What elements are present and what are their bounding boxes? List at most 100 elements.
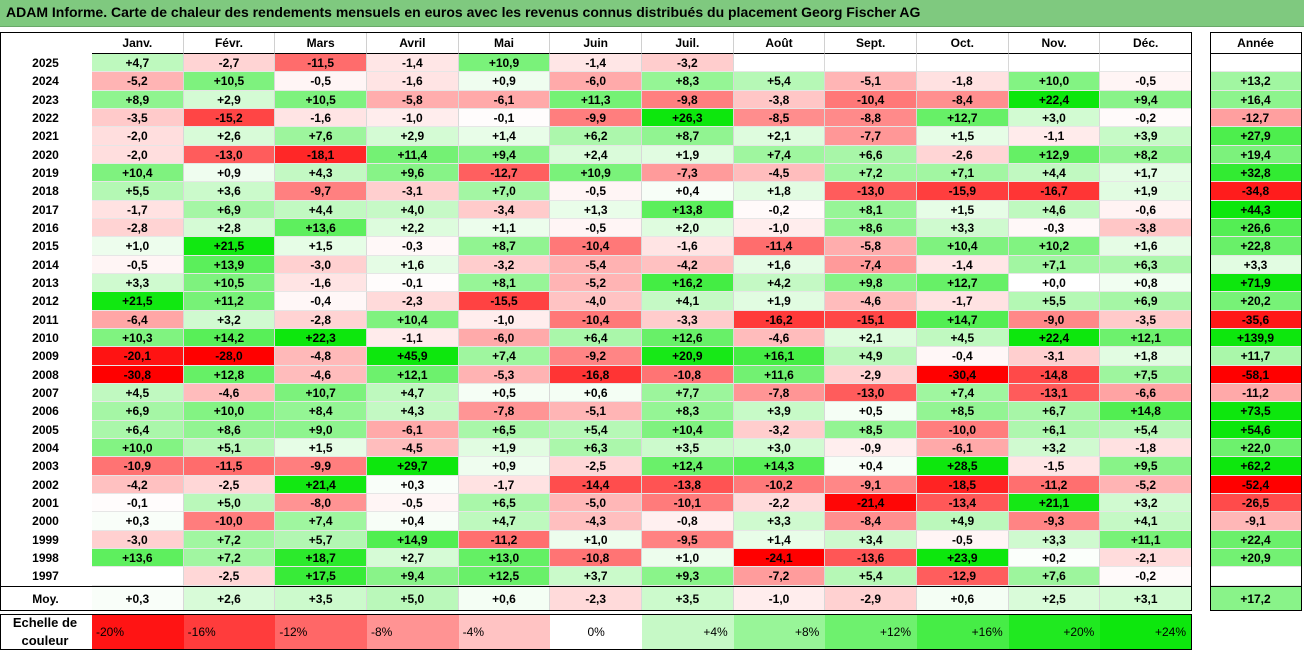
heatmap-cell: +6,9 xyxy=(1100,292,1193,311)
annual-cell: -9,1 xyxy=(1210,512,1302,531)
heatmap-cell: -3,1 xyxy=(1008,347,1101,366)
heatmap-cell: -0,6 xyxy=(1100,200,1193,219)
heatmap-cell: -11,2 xyxy=(1008,475,1101,494)
row-year-label: 2022 xyxy=(0,108,91,128)
heatmap-cell: +4,3 xyxy=(275,163,367,183)
annual-column-header: Année xyxy=(1210,32,1302,54)
heatmap-cell: -30,4 xyxy=(917,365,1009,384)
heatmap-cell: +1,7 xyxy=(1100,163,1193,183)
heatmap-cell: +4,6 xyxy=(1008,200,1101,219)
heatmap-cell: -4,8 xyxy=(275,347,367,366)
heatmap-cell: -2,0 xyxy=(92,127,184,146)
heatmap-cell: -4,2 xyxy=(642,255,734,274)
annual-cell: -35,6 xyxy=(1210,310,1302,329)
heatmap-cell: -9,8 xyxy=(642,90,734,109)
heatmap-cell: +14,9 xyxy=(367,530,459,549)
heatmap-cell: -1,0 xyxy=(367,108,459,128)
heatmap-cell: +7,4 xyxy=(733,145,826,164)
heatmap-cell: -0,5 xyxy=(367,493,459,513)
heatmap-cell: +13,6 xyxy=(92,548,184,568)
row-year-label: 2023 xyxy=(0,90,91,109)
heatmap-cell: +3,3 xyxy=(917,218,1009,238)
heatmap-cell: -9,5 xyxy=(642,530,734,549)
heatmap-cell: +4,9 xyxy=(825,347,918,366)
row-year-label: 2005 xyxy=(0,420,91,439)
heatmap-cell: -9,9 xyxy=(550,108,642,128)
average-cell: +2,6 xyxy=(183,587,276,611)
heatmap-cell: +13,6 xyxy=(275,218,367,238)
heatmap-cell: +18,7 xyxy=(275,548,367,568)
average-cell: +0,6 xyxy=(458,587,551,611)
heatmap-cell: +11,3 xyxy=(550,90,642,109)
heatmap-cell: +2,1 xyxy=(825,328,918,348)
heatmap-cell: -2,7 xyxy=(183,54,276,73)
annual-cell: +22,0 xyxy=(1210,438,1302,458)
heatmap-cell: -0,4 xyxy=(917,347,1009,366)
annual-cell: -11,2 xyxy=(1210,383,1302,403)
annual-cell: +16,4 xyxy=(1210,90,1302,109)
column-header: Juil. xyxy=(642,32,734,54)
heatmap-cell: +8,9 xyxy=(92,90,184,109)
heatmap-cell: -0,8 xyxy=(642,512,734,531)
heatmap-cell: +1,0 xyxy=(642,548,734,568)
heatmap-cell: -4,6 xyxy=(275,365,367,384)
heatmap-cell: +10,5 xyxy=(275,90,367,109)
heatmap-cell: -3,0 xyxy=(92,530,184,549)
heatmap-cell: +7,5 xyxy=(1100,365,1193,384)
heatmap-cell: +3,7 xyxy=(550,567,642,586)
heatmap-cell: -11,5 xyxy=(183,457,276,476)
row-year-label: 2025 xyxy=(0,54,91,73)
heatmap-cell: +7,0 xyxy=(458,182,551,201)
heatmap-cell: -10,4 xyxy=(825,90,918,109)
heatmap-cell: -0,3 xyxy=(367,237,459,256)
heatmap-cell: +4,9 xyxy=(917,512,1009,531)
heatmap-cell: +3,4 xyxy=(825,530,918,549)
heatmap-cell: +5,7 xyxy=(275,530,367,549)
heatmap-cell: -6,0 xyxy=(550,72,642,91)
heatmap-cell: -10,4 xyxy=(550,310,642,329)
heatmap-cell: +6,3 xyxy=(1100,255,1193,274)
annual-cell: +62,2 xyxy=(1210,457,1302,476)
heatmap-cell: -2,3 xyxy=(367,292,459,311)
heatmap-cell: +11,4 xyxy=(367,145,459,164)
heatmap-cell: +22,4 xyxy=(1008,90,1101,109)
heatmap-cell: -1,6 xyxy=(275,108,367,128)
heatmap-cell: +10,0 xyxy=(92,438,184,458)
heatmap-cell: +2,2 xyxy=(367,218,459,238)
heatmap-cell: -15,1 xyxy=(825,310,918,329)
heatmap-cell: -8,8 xyxy=(825,108,918,128)
annual-cell: +32,8 xyxy=(1210,163,1302,183)
column-header: Mai xyxy=(458,32,551,54)
annual-cell: +13,2 xyxy=(1210,72,1302,91)
heatmap-cell: -4,0 xyxy=(550,292,642,311)
heatmap-cell: +12,7 xyxy=(917,108,1009,128)
heatmap-cell: +2,6 xyxy=(183,127,276,146)
heatmap-cell: +6,7 xyxy=(1008,402,1101,421)
heatmap-cell: -1,1 xyxy=(367,328,459,348)
heatmap-cell: -1,0 xyxy=(733,218,826,238)
heatmap-cell: -3,2 xyxy=(733,420,826,439)
row-year-label: 2000 xyxy=(0,512,91,531)
heatmap-cell: -6,1 xyxy=(458,90,551,109)
color-scale-step: +20% xyxy=(1008,614,1101,650)
heatmap-cell: +1,0 xyxy=(550,530,642,549)
heatmap-cell: -2,2 xyxy=(733,493,826,513)
heatmap-cell: +21,4 xyxy=(275,475,367,494)
heatmap-cell: +6,6 xyxy=(825,145,918,164)
heatmap-cell: +1,9 xyxy=(642,145,734,164)
heatmap-cell: -1,4 xyxy=(550,54,642,73)
heatmap-cell: +0,4 xyxy=(367,512,459,531)
heatmap-cell: +1,6 xyxy=(367,255,459,274)
average-cell: +0,3 xyxy=(92,587,184,611)
heatmap-cell: -6,0 xyxy=(458,328,551,348)
row-year-label: 2004 xyxy=(0,438,91,458)
column-header: Avril xyxy=(367,32,459,54)
row-year-label: 1997 xyxy=(0,567,91,586)
row-year-label: 2009 xyxy=(0,347,91,366)
heatmap-cell: -16,8 xyxy=(550,365,642,384)
heatmap-cell: -14,4 xyxy=(550,475,642,494)
heatmap-cell: -0,2 xyxy=(1100,108,1193,128)
heatmap-cell xyxy=(1008,54,1101,73)
heatmap-cell: -9,2 xyxy=(550,347,642,366)
heatmap-cell: +0,8 xyxy=(1100,273,1193,293)
